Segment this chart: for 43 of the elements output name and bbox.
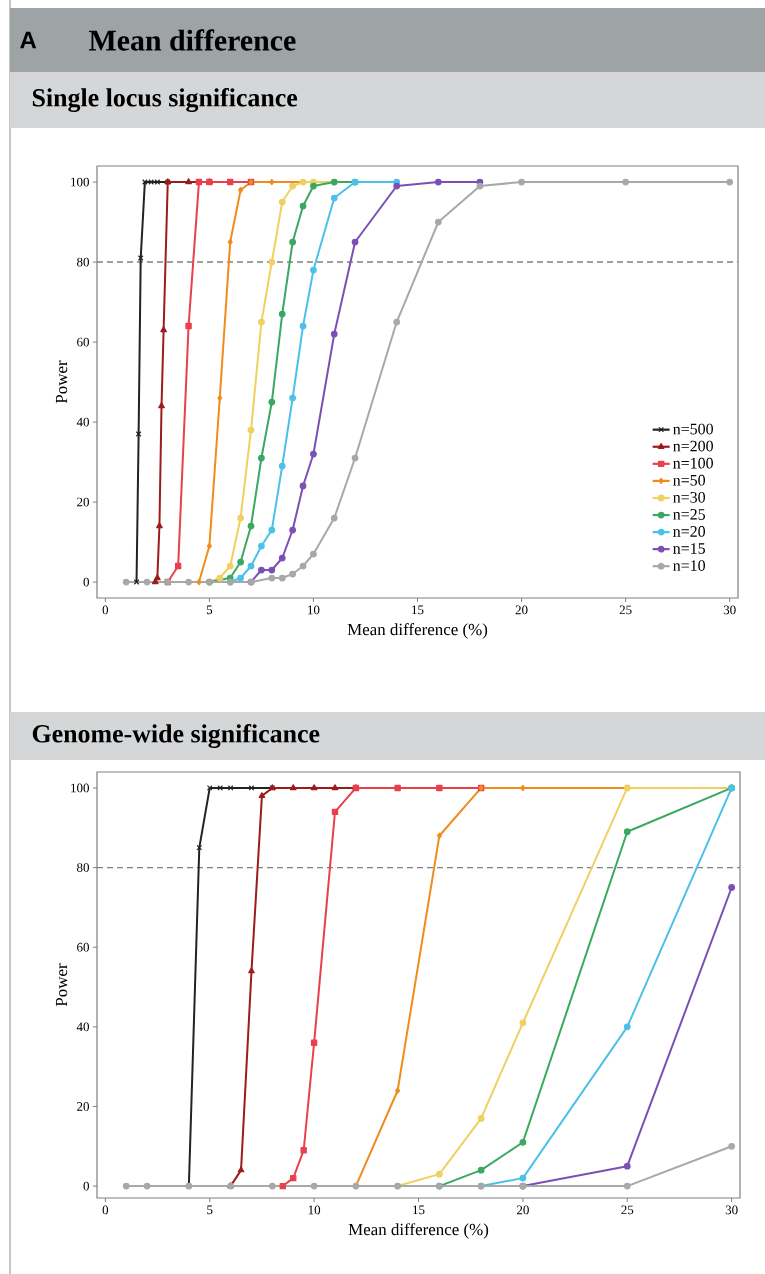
x-tick-label: 10 bbox=[308, 1205, 321, 1215]
legend-label: n=200 bbox=[673, 440, 713, 452]
x-tick-label: 5 bbox=[206, 605, 213, 615]
x-tick-label: 30 bbox=[725, 1205, 738, 1215]
x-tick-label: 20 bbox=[515, 605, 528, 615]
legend-label: n=30 bbox=[673, 491, 706, 503]
chart-title: Genome-wide significance bbox=[32, 724, 320, 748]
y-tick-label: 0 bbox=[83, 577, 89, 587]
y-tick-label: 80 bbox=[77, 863, 89, 872]
text: A bbox=[20, 31, 37, 49]
x-tick-label: 15 bbox=[412, 605, 424, 615]
legend-label: n=25 bbox=[673, 509, 705, 520]
y-tick-label: 80 bbox=[77, 257, 89, 267]
y-tick-label: 20 bbox=[77, 1102, 89, 1111]
y-axis-title: Power bbox=[55, 963, 68, 1007]
legend-label: n=20 bbox=[673, 526, 706, 537]
x-tick-label: 20 bbox=[516, 1205, 529, 1215]
y-tick-label: 40 bbox=[76, 1022, 89, 1032]
legend-label: n=100 bbox=[673, 457, 713, 469]
x-tick-label: 15 bbox=[413, 1205, 425, 1215]
legend-label: n=50 bbox=[673, 474, 706, 486]
x-tick-label: 0 bbox=[102, 605, 109, 615]
legend-label: n=500 bbox=[673, 423, 713, 435]
x-tick-label: 0 bbox=[102, 1205, 109, 1215]
x-tick-label: 5 bbox=[207, 1205, 213, 1215]
legend-label: n=15 bbox=[673, 543, 705, 554]
x-tick-label: 30 bbox=[723, 605, 736, 615]
y-tick-label: 100 bbox=[71, 783, 89, 793]
y-tick-label: 20 bbox=[77, 497, 89, 507]
x-tick-label: 25 bbox=[619, 605, 632, 615]
y-tick-label: 40 bbox=[76, 417, 89, 427]
y-tick-label: 100 bbox=[71, 177, 89, 187]
x-tick-label: 25 bbox=[621, 1205, 634, 1215]
y-tick-label: 0 bbox=[83, 1181, 89, 1191]
x-tick-label: 10 bbox=[308, 605, 320, 615]
legend-label: n=10 bbox=[673, 560, 706, 571]
chart-title: Mean difference bbox=[89, 29, 296, 51]
y-tick-label: 60 bbox=[77, 942, 89, 952]
x-axis-title: Mean difference (%) bbox=[347, 623, 488, 639]
y-axis-title: Power bbox=[55, 360, 68, 404]
x-axis-title: Mean difference (%) bbox=[348, 1223, 489, 1239]
y-tick-label: 60 bbox=[77, 337, 89, 347]
chart-subtitle: Single locus significance bbox=[32, 88, 298, 112]
